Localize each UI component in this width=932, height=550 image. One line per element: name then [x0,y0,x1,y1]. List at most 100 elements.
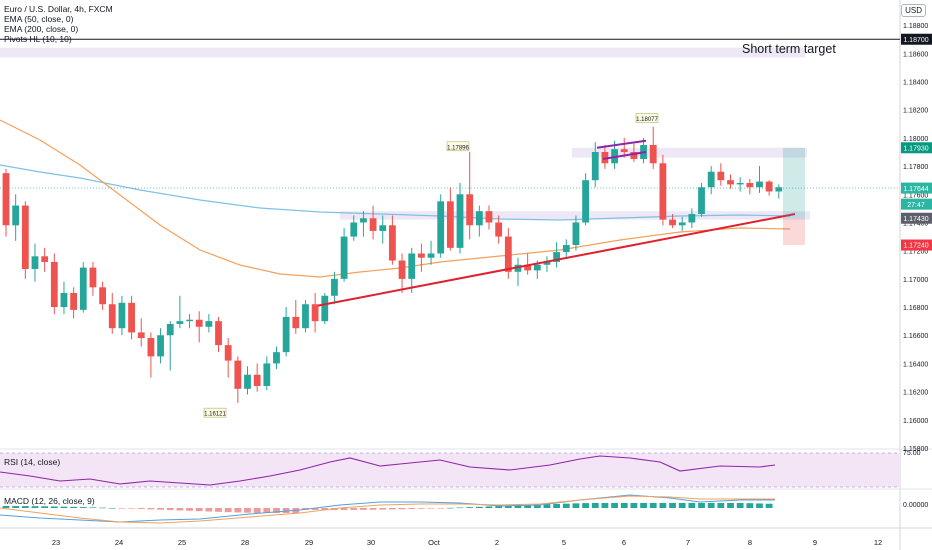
macd-histogram-bar [50,506,58,508]
x-tick-label: 30 [367,538,375,547]
candle-body [543,261,551,265]
candle-body [50,261,58,308]
candle-body [408,253,416,279]
macd-histogram-bar [688,503,696,508]
x-tick-label: 25 [178,538,186,547]
candle-body [41,256,49,262]
macd-histogram-bar [543,504,551,508]
ema200-legend: EMA (200, close, 0) [4,24,79,34]
stop-loss-box [783,218,805,246]
channel-upper-line [596,139,647,149]
macd-histogram-bar [99,507,106,509]
candle-body [108,304,116,329]
candle-body [727,180,734,185]
currency-button[interactable]: USD [901,4,926,17]
candle-body [698,187,705,215]
price-badge-label: 27:47 [907,202,925,209]
x-tick-label: 2 [495,538,499,547]
channel-lower-line [602,151,647,161]
candle-body [157,335,164,357]
candle-body [389,225,396,261]
macd-histogram-bar [466,507,474,508]
macd-histogram-bar [640,503,647,508]
candle-body [118,302,126,329]
macd-histogram-bar [118,508,126,509]
candle-body [659,163,667,220]
candle-body [746,183,754,188]
x-tick-label: 23 [52,538,60,547]
macd-histogram-bar [746,503,754,508]
price-badge-label: 1.18700 [903,37,928,44]
macd-histogram-bar [649,503,657,508]
macd-histogram-bar [504,505,512,508]
macd-histogram-bar [224,508,232,513]
candle-body [678,222,686,226]
y-tick-label: 1.16600 [903,333,928,340]
macd-histogram-bar [147,508,155,510]
macd-histogram-bar [215,508,222,512]
macd-histogram-bar [727,503,734,508]
candle-body [688,214,696,223]
candle-body [562,245,570,253]
macd-histogram-bar [157,508,164,510]
price-badge-label: 1.17644 [903,186,928,193]
macd-histogram-bar [70,506,78,508]
price-badge [901,182,932,194]
ema50-line [0,119,791,278]
x-tick-label: 29 [305,538,313,547]
macd-histogram-bar [417,508,425,509]
candle-body [79,267,87,310]
macd-histogram-bar [195,508,203,512]
pivot-high-label-2: 1.18077 [636,117,658,123]
candle-body [582,180,589,223]
price-badge [901,212,932,224]
candle-body [321,295,329,322]
resistance-zone [572,147,807,158]
candle-body [495,222,503,237]
pivot-high-label-2-box [635,113,659,123]
macd-histogram-bar [108,507,116,509]
macd-histogram-bar [311,508,319,510]
macd-histogram-bar [31,506,39,508]
ascending-trendline [317,213,796,307]
macd-histogram-bar [756,503,763,508]
macd-histogram-bar [630,503,638,508]
y-tick-label: 1.16400 [903,361,928,368]
candle-body [350,222,358,237]
macd-histogram-bar [12,506,20,508]
macd-histogram-bar [562,503,570,508]
macd-histogram-bar [89,507,97,508]
x-tick-label: 12 [874,538,882,547]
macd-histogram-bar [263,508,271,513]
support-zone [340,211,810,220]
candle-body [128,302,135,333]
price-badge [901,198,932,210]
candle-body [215,321,222,346]
candle-body [273,352,280,364]
candle-body [263,363,271,386]
price-badge [901,142,932,154]
y-tick-label: 1.16800 [903,305,928,312]
x-tick-label: 9 [813,538,817,547]
candle-body [533,264,541,271]
macd-histogram-bar [446,507,454,509]
macd-histogram-bar [495,506,503,508]
candle-body [379,225,387,231]
macd-signal-line [0,495,775,524]
macd-histogram-bar [707,503,715,508]
rsi-band [0,453,900,487]
macd-histogram-bar [408,508,416,509]
candle-body [437,201,445,254]
x-tick-label: 6 [622,538,626,547]
x-tick-label: 24 [115,538,123,547]
pivot-high-label-1: 1.17896 [447,145,469,151]
macd-histogram-bar [533,504,541,508]
candle-body [398,260,406,279]
candle-body [282,316,290,353]
y-tick-label: 1.16000 [903,418,928,425]
candle-body [736,183,744,185]
candle-body [234,360,242,389]
rsi-legend: RSI (14, close) [4,457,61,467]
candle-body [369,218,377,231]
